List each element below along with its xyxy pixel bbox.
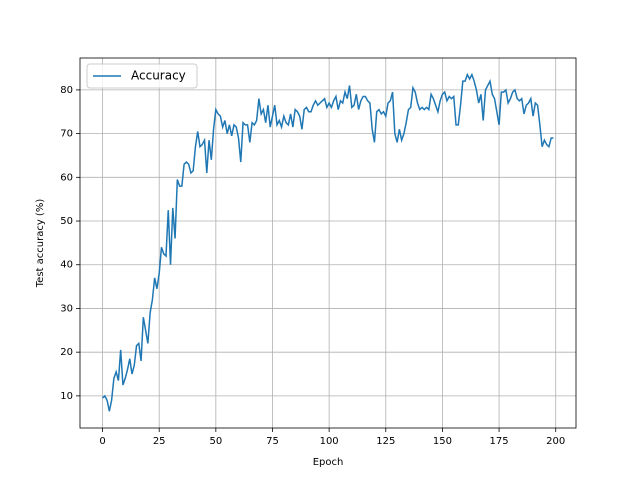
x-tick-label: 125 xyxy=(376,436,395,447)
y-axis-label: Test accuracy (%) xyxy=(35,199,46,289)
y-tick-label: 50 xyxy=(60,216,73,227)
data-line xyxy=(102,72,554,412)
y-tick-label: 10 xyxy=(60,391,73,402)
x-tick-label: 75 xyxy=(266,436,279,447)
y-tick-label: 60 xyxy=(60,172,73,183)
x-tick-label: 150 xyxy=(433,436,452,447)
y-tick-label: 40 xyxy=(60,260,73,271)
x-tick-label: 175 xyxy=(490,436,509,447)
y-tick-label: 30 xyxy=(60,303,73,314)
x-tick-label: 200 xyxy=(546,436,565,447)
x-tick-label: 25 xyxy=(153,436,166,447)
x-tick-label: 0 xyxy=(99,436,105,447)
x-tick-label: 50 xyxy=(209,436,222,447)
x-axis-label: Epoch xyxy=(313,457,344,468)
y-tick-label: 20 xyxy=(60,347,73,358)
legend-box xyxy=(86,63,198,89)
y-tick-label: 70 xyxy=(60,129,73,140)
x-tick-label: 100 xyxy=(320,436,339,447)
y-tick-label: 80 xyxy=(60,85,73,96)
legend-label: Accuracy xyxy=(131,69,186,83)
plot-frame xyxy=(79,57,577,429)
